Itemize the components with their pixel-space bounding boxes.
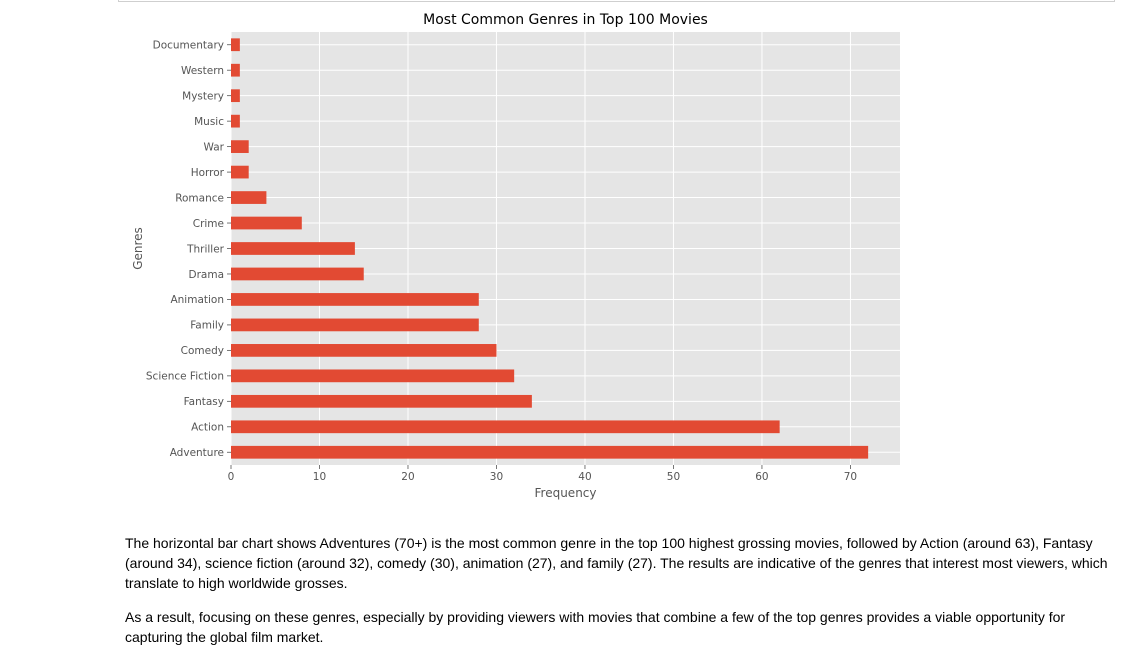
bar-crime: [231, 216, 302, 230]
y-tick-label: Family: [190, 320, 224, 332]
x-tick-label: 50: [667, 471, 680, 483]
y-tick-label: Comedy: [181, 345, 224, 357]
bar-thriller: [231, 242, 355, 255]
bar-mystery: [231, 89, 240, 103]
x-tick-label: 0: [228, 471, 235, 483]
analysis-paragraph-2: As a result, focusing on these genres, e…: [125, 609, 1066, 645]
y-tick-label: Animation: [170, 294, 224, 306]
bar-western: [231, 63, 240, 77]
bar-horror: [231, 165, 249, 179]
y-axis-title: Genres: [131, 227, 145, 270]
chart-container: Documentary Western Mystery Music War Horror R…: [131, 12, 900, 500]
x-tick-label: 30: [490, 471, 503, 483]
analysis-paragraph-1: The horizontal bar chart shows Adventure…: [125, 535, 1108, 591]
bar-chart: Documentary Western Mystery Music War Horror R…: [131, 12, 900, 500]
bar-fantasy: [231, 394, 532, 408]
y-tick-label: Western: [181, 65, 224, 77]
bar-comedy: [231, 344, 497, 357]
y-tick-label: Crime: [193, 218, 224, 230]
bars: [231, 38, 869, 459]
analysis-text: The horizontal bar chart shows Adventure…: [125, 533, 1110, 661]
bar-documentary: [231, 38, 240, 52]
y-tick-label: Horror: [191, 167, 225, 179]
chart-title: Most Common Genres in Top 100 Movies: [423, 12, 708, 28]
bar-drama: [231, 267, 364, 281]
x-tick-label: 10: [313, 471, 326, 483]
y-tick-label: Fantasy: [184, 396, 224, 408]
y-tick-label: Adventure: [170, 447, 224, 459]
x-tick-label: 40: [578, 471, 591, 483]
bar-romance: [231, 191, 267, 204]
y-tick-label: Mystery: [182, 90, 224, 102]
bar-music: [231, 114, 240, 128]
y-tick-label: Science Fiction: [146, 371, 224, 383]
y-tick-label: Documentary: [153, 40, 224, 52]
bar-war: [231, 140, 249, 153]
x-tick-label: 60: [755, 471, 768, 483]
y-tick-label: Music: [194, 116, 224, 128]
y-tick-label: Romance: [175, 192, 224, 204]
bar-adventure: [231, 445, 869, 459]
bar-animation: [231, 293, 479, 306]
x-tick-label: 20: [401, 471, 414, 483]
bar-family: [231, 318, 479, 332]
x-axis-title: Frequency: [535, 486, 597, 500]
y-axis-ticks: Documentary Western Mystery Music War Horror R…: [146, 40, 231, 459]
y-tick-label: Drama: [189, 269, 225, 281]
x-axis-ticks: 0 10 20 30 40 50 60 70: [228, 465, 857, 483]
output-cell-border: [118, 0, 1115, 2]
y-tick-label: Action: [191, 422, 224, 434]
bar-science-fiction: [231, 369, 515, 383]
y-tick-label: War: [204, 141, 225, 153]
x-tick-label: 70: [844, 471, 857, 483]
bar-action: [231, 420, 780, 434]
y-tick-label: Thriller: [186, 243, 225, 255]
